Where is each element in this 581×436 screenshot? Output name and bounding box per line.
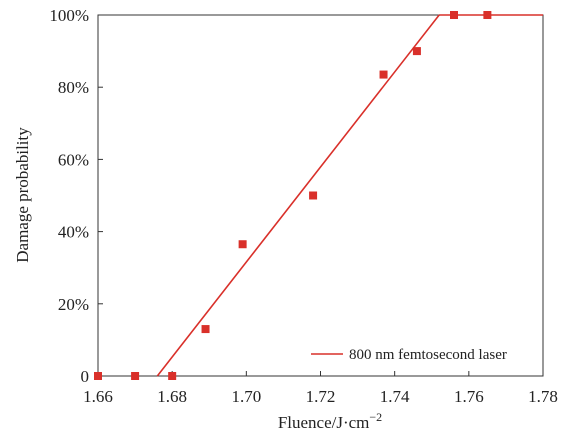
- legend-label: 800 nm femtosecond laser: [349, 347, 507, 363]
- y-axis-label: Damage probability: [13, 127, 32, 263]
- y-tick-label: 0: [81, 367, 90, 386]
- data-points-layer: [94, 11, 492, 380]
- x-tick-label: 1.74: [380, 387, 410, 406]
- y-tick-label: 100%: [49, 6, 89, 25]
- x-tick-label: 1.70: [231, 387, 261, 406]
- y-axis-ticks: 0 20% 40% 60% 80% 100%: [49, 6, 103, 386]
- data-point: [450, 11, 458, 19]
- data-point: [168, 372, 177, 380]
- legend: 800 nm femtosecond laser: [311, 347, 507, 363]
- data-point: [131, 372, 140, 380]
- x-tick-label: 1.76: [454, 387, 484, 406]
- x-axis-label-exponent: −2: [369, 410, 382, 424]
- data-point: [309, 191, 318, 200]
- y-tick-label: 20%: [58, 295, 89, 314]
- data-point: [379, 70, 388, 79]
- plot-frame: [97, 14, 544, 377]
- plot-border: [97, 14, 544, 377]
- y-tick-label: 80%: [58, 78, 89, 97]
- x-axis-ticks: 1.66 1.68 1.70 1.72 1.74 1.76 1.78: [83, 371, 558, 406]
- x-tick-label: 1.68: [157, 387, 187, 406]
- x-tick-label: 1.66: [83, 387, 113, 406]
- y-tick-label: 60%: [58, 150, 89, 169]
- fit-line: [156, 14, 440, 377]
- data-point: [238, 240, 247, 249]
- data-point: [201, 325, 210, 334]
- y-tick-label: 40%: [58, 223, 89, 242]
- x-axis-label: Fluence/J·cm−2: [278, 410, 382, 432]
- x-tick-label: 1.78: [528, 387, 558, 406]
- data-point: [94, 372, 102, 380]
- data-point: [483, 11, 492, 19]
- fit-line-layer: [156, 14, 543, 377]
- data-point: [412, 47, 421, 56]
- x-tick-label: 1.72: [306, 387, 336, 406]
